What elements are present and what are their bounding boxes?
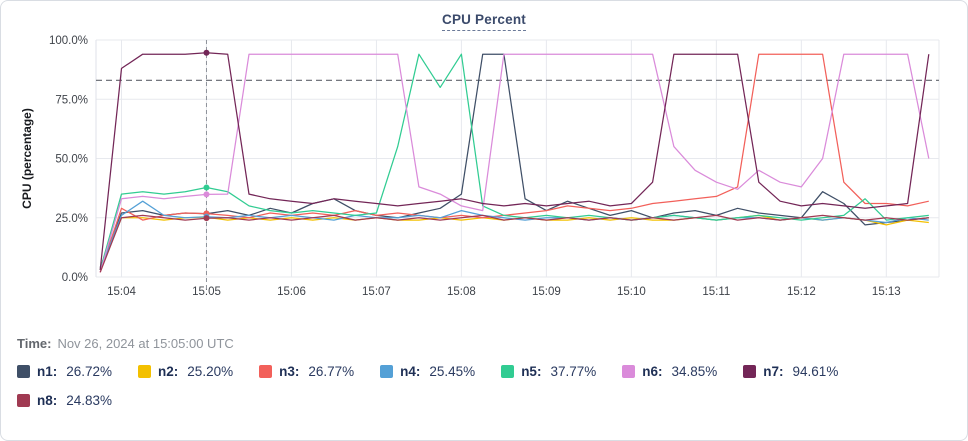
y-tick-label: 25.0% xyxy=(55,213,88,225)
x-tick-label: 15:09 xyxy=(532,286,561,298)
legend-value-n7: 94.61% xyxy=(792,364,839,379)
legend-value-n6: 34.85% xyxy=(671,364,718,379)
x-tick-label: 15:11 xyxy=(702,286,730,298)
legend: n1: 26.72% n2: 25.20% n3: 26.77% n4: 25.… xyxy=(17,364,967,408)
legend-item-n7[interactable]: n7: 94.61% xyxy=(743,364,838,379)
x-tick-label: 15:08 xyxy=(447,286,476,298)
chart-header: CPU Percent xyxy=(1,1,967,31)
legend-value-n5: 37.77% xyxy=(550,364,597,379)
legend-label-n3: n3: xyxy=(279,364,300,379)
crosshair-marker-n6 xyxy=(203,191,210,198)
series-line-n3 xyxy=(99,53,929,273)
legend-row-2: n8: 24.83% xyxy=(17,393,967,408)
legend-item-n5[interactable]: n5: 37.77% xyxy=(501,364,596,379)
crosshair-marker-n8 xyxy=(203,215,210,222)
legend-label-n1: n1: xyxy=(37,364,58,379)
plot-area: 0.0% 25.0% 50.0% 75.0% 100.0% 15:04 15:05 15:06… xyxy=(1,27,967,312)
time-label: Time: xyxy=(17,336,52,351)
series-line-n1 xyxy=(99,53,929,268)
x-tick-label: 15:13 xyxy=(872,286,901,298)
legend-value-n3: 26.77% xyxy=(308,364,355,379)
y-tick-label: 75.0% xyxy=(55,94,88,106)
legend-value-n1: 26.72% xyxy=(66,364,113,379)
legend-label-n8: n8: xyxy=(37,393,58,408)
legend-label-n4: n4: xyxy=(400,364,421,379)
legend-swatch-n5 xyxy=(501,365,515,378)
time-value: Nov 26, 2024 at 15:05:00 UTC xyxy=(57,336,234,351)
legend-swatch-n2 xyxy=(138,365,152,378)
y-axis-title: CPU (percentage) xyxy=(20,108,34,209)
y-tick-label: 50.0% xyxy=(55,154,88,166)
legend-swatch-n3 xyxy=(259,365,273,378)
legend-value-n4: 25.45% xyxy=(429,364,476,379)
legend-value-n2: 25.20% xyxy=(187,364,234,379)
crosshair-marker-n7 xyxy=(203,49,210,56)
legend-value-n8: 24.83% xyxy=(66,393,113,408)
legend-swatch-n1 xyxy=(17,365,30,378)
legend-swatch-n6 xyxy=(622,365,636,378)
x-tick-label: 15:10 xyxy=(617,286,646,298)
time-row: Time: Nov 26, 2024 at 15:05:00 UTC xyxy=(17,336,967,351)
x-tick-label: 15:07 xyxy=(362,286,391,298)
x-tick-label: 15:04 xyxy=(107,286,136,298)
legend-label-n5: n5: xyxy=(521,364,542,379)
y-tick-label: 0.0% xyxy=(62,272,88,284)
legend-swatch-n8 xyxy=(17,394,30,407)
legend-item-n1[interactable]: n1: 26.72% xyxy=(17,364,112,379)
legend-swatch-n7 xyxy=(743,365,757,378)
legend-item-n3[interactable]: n3: 26.77% xyxy=(259,364,354,379)
legend-item-n4[interactable]: n4: 25.45% xyxy=(380,364,475,379)
legend-swatch-n4 xyxy=(380,365,394,378)
legend-label-n7: n7: xyxy=(763,364,784,379)
x-tick-label: 15:06 xyxy=(277,286,306,298)
series-line-n6 xyxy=(99,53,930,273)
series-line-n7 xyxy=(99,52,930,270)
legend-item-n8[interactable]: n8: 24.83% xyxy=(17,393,112,408)
plot-svg[interactable]: 0.0% 25.0% 50.0% 75.0% 100.0% 15:04 15:05 15:06… xyxy=(1,27,968,312)
legend-item-n2[interactable]: n2: 25.20% xyxy=(138,364,233,379)
chart-title[interactable]: CPU Percent xyxy=(442,12,526,31)
crosshair-marker-n5 xyxy=(203,184,210,191)
series-line-n8 xyxy=(99,214,929,273)
series-line-n5 xyxy=(99,53,929,271)
legend-label-n6: n6: xyxy=(642,364,663,379)
legend-item-n6[interactable]: n6: 34.85% xyxy=(622,364,717,379)
legend-label-n2: n2: xyxy=(158,364,179,379)
y-tick-label: 100.0% xyxy=(49,35,88,47)
x-tick-label: 15:12 xyxy=(787,286,816,298)
legend-row-1: n1: 26.72% n2: 25.20% n3: 26.77% n4: 25.… xyxy=(17,364,967,379)
series-line-n2 xyxy=(99,214,929,271)
x-tick-label: 15:05 xyxy=(192,286,221,298)
